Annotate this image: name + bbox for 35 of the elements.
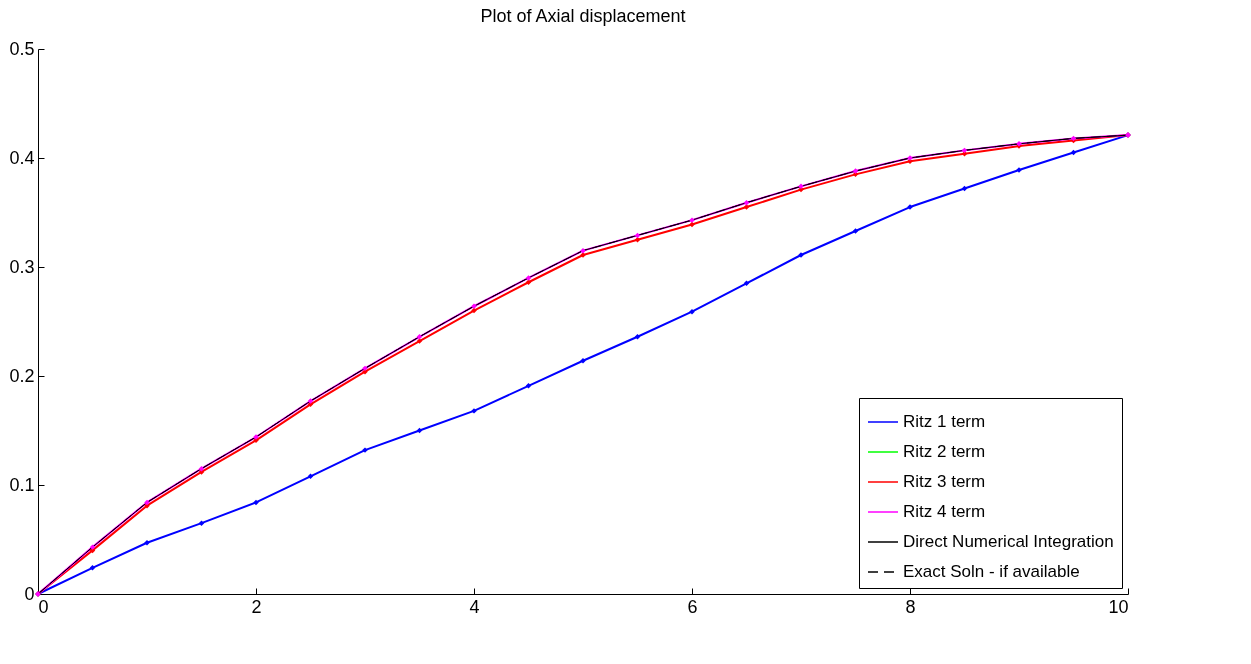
y-tick-label: 0 xyxy=(24,583,35,604)
point xyxy=(525,383,532,389)
y-tick-label: 0.1 xyxy=(9,474,35,495)
point xyxy=(198,520,205,526)
legend-label: Direct Numerical Integration xyxy=(903,532,1114,551)
x-tick-label: 8 xyxy=(905,596,916,617)
y-tick-label: 0.2 xyxy=(9,365,35,386)
point xyxy=(525,275,532,281)
legend-label: Ritz 4 term xyxy=(903,502,986,521)
point xyxy=(471,307,477,314)
x-tick-label: 10 xyxy=(1108,596,1129,617)
x-tick-label: 0 xyxy=(38,596,49,617)
x-tick-label: 4 xyxy=(469,596,480,617)
legend-label: Ritz 2 term xyxy=(903,442,986,461)
legend-label: Exact Soln - if available xyxy=(903,562,1080,581)
legend-label: Ritz 1 term xyxy=(903,412,986,431)
x-tick-label: 2 xyxy=(251,596,262,617)
point xyxy=(743,204,750,210)
point xyxy=(852,168,859,174)
point xyxy=(416,338,423,344)
point xyxy=(580,358,586,364)
y-tick-label: 0.3 xyxy=(9,256,35,277)
chart-title: Plot of Axial displacement xyxy=(480,6,686,26)
y-tick-label: 0.4 xyxy=(9,147,35,168)
point xyxy=(689,308,695,315)
point xyxy=(580,247,586,254)
x-tick-label: 6 xyxy=(687,596,698,617)
legend-label: Ritz 3 term xyxy=(903,472,986,491)
point xyxy=(89,565,96,571)
point xyxy=(253,499,259,506)
point xyxy=(307,398,314,404)
y-tick-label: 0.5 xyxy=(9,38,35,59)
point xyxy=(689,221,695,228)
point xyxy=(89,544,96,550)
point xyxy=(852,228,859,234)
